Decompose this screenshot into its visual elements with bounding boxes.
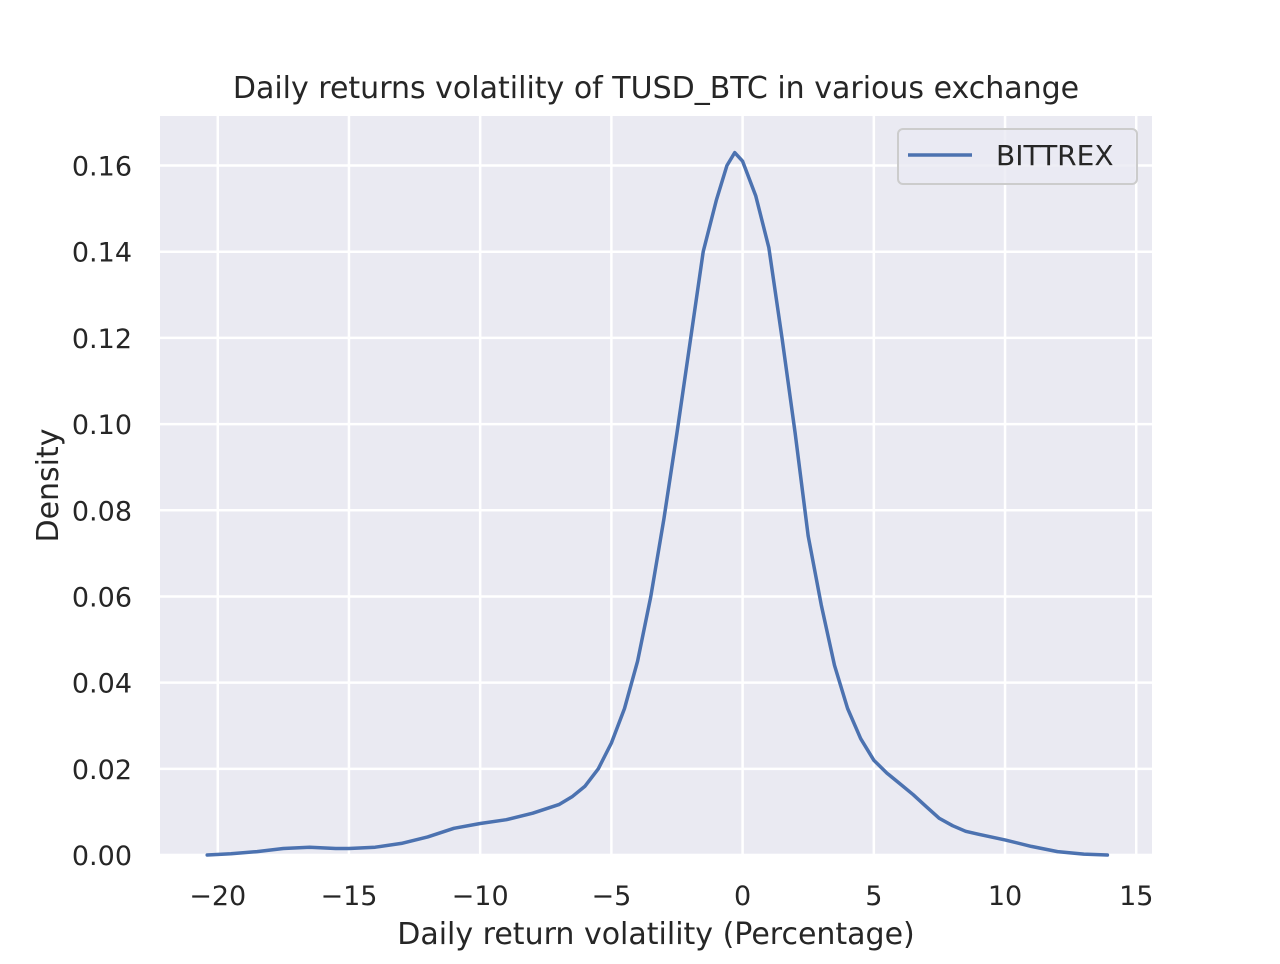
chart-title: Daily returns volatility of TUSD_BTC in … [233,71,1079,106]
series-layer [205,150,1110,857]
plot-area [160,116,1152,855]
tick-labels: −20 −15 −10 −5 0 5 10 15 0.00 0.02 0.04 0.06 0.08 0.1… [72,152,1154,912]
y-tick-label: 0.00 [72,841,132,872]
x-tick-label: 15 [1119,881,1153,912]
legend-box [897,128,1138,185]
y-tick-label: 0.10 [72,410,132,441]
legend-label-bittrex: BITTREX [996,139,1114,172]
legend: BITTREX [897,128,1138,185]
y-axis-label: Density [31,428,66,542]
y-tick-label: 0.14 [72,238,132,269]
y-tick-label: 0.06 [72,582,132,613]
x-tick-label: 5 [865,881,882,912]
x-tick-label: −15 [320,881,377,912]
x-axis-label: Daily return volatility (Percentage) [397,917,915,952]
x-tick-label: 0 [734,881,751,912]
x-tick-label: −20 [189,881,246,912]
x-tick-label: −5 [591,881,631,912]
y-tick-label: 0.02 [72,755,132,786]
y-tick-label: 0.08 [72,496,132,527]
y-tick-label: 0.12 [72,324,132,355]
series-line-bittrex [205,150,1110,857]
y-tick-label: 0.16 [72,152,132,183]
grid-lines [160,116,1152,857]
y-tick-label: 0.04 [72,669,132,700]
x-tick-label: 10 [988,881,1022,912]
x-tick-label: −10 [452,881,509,912]
